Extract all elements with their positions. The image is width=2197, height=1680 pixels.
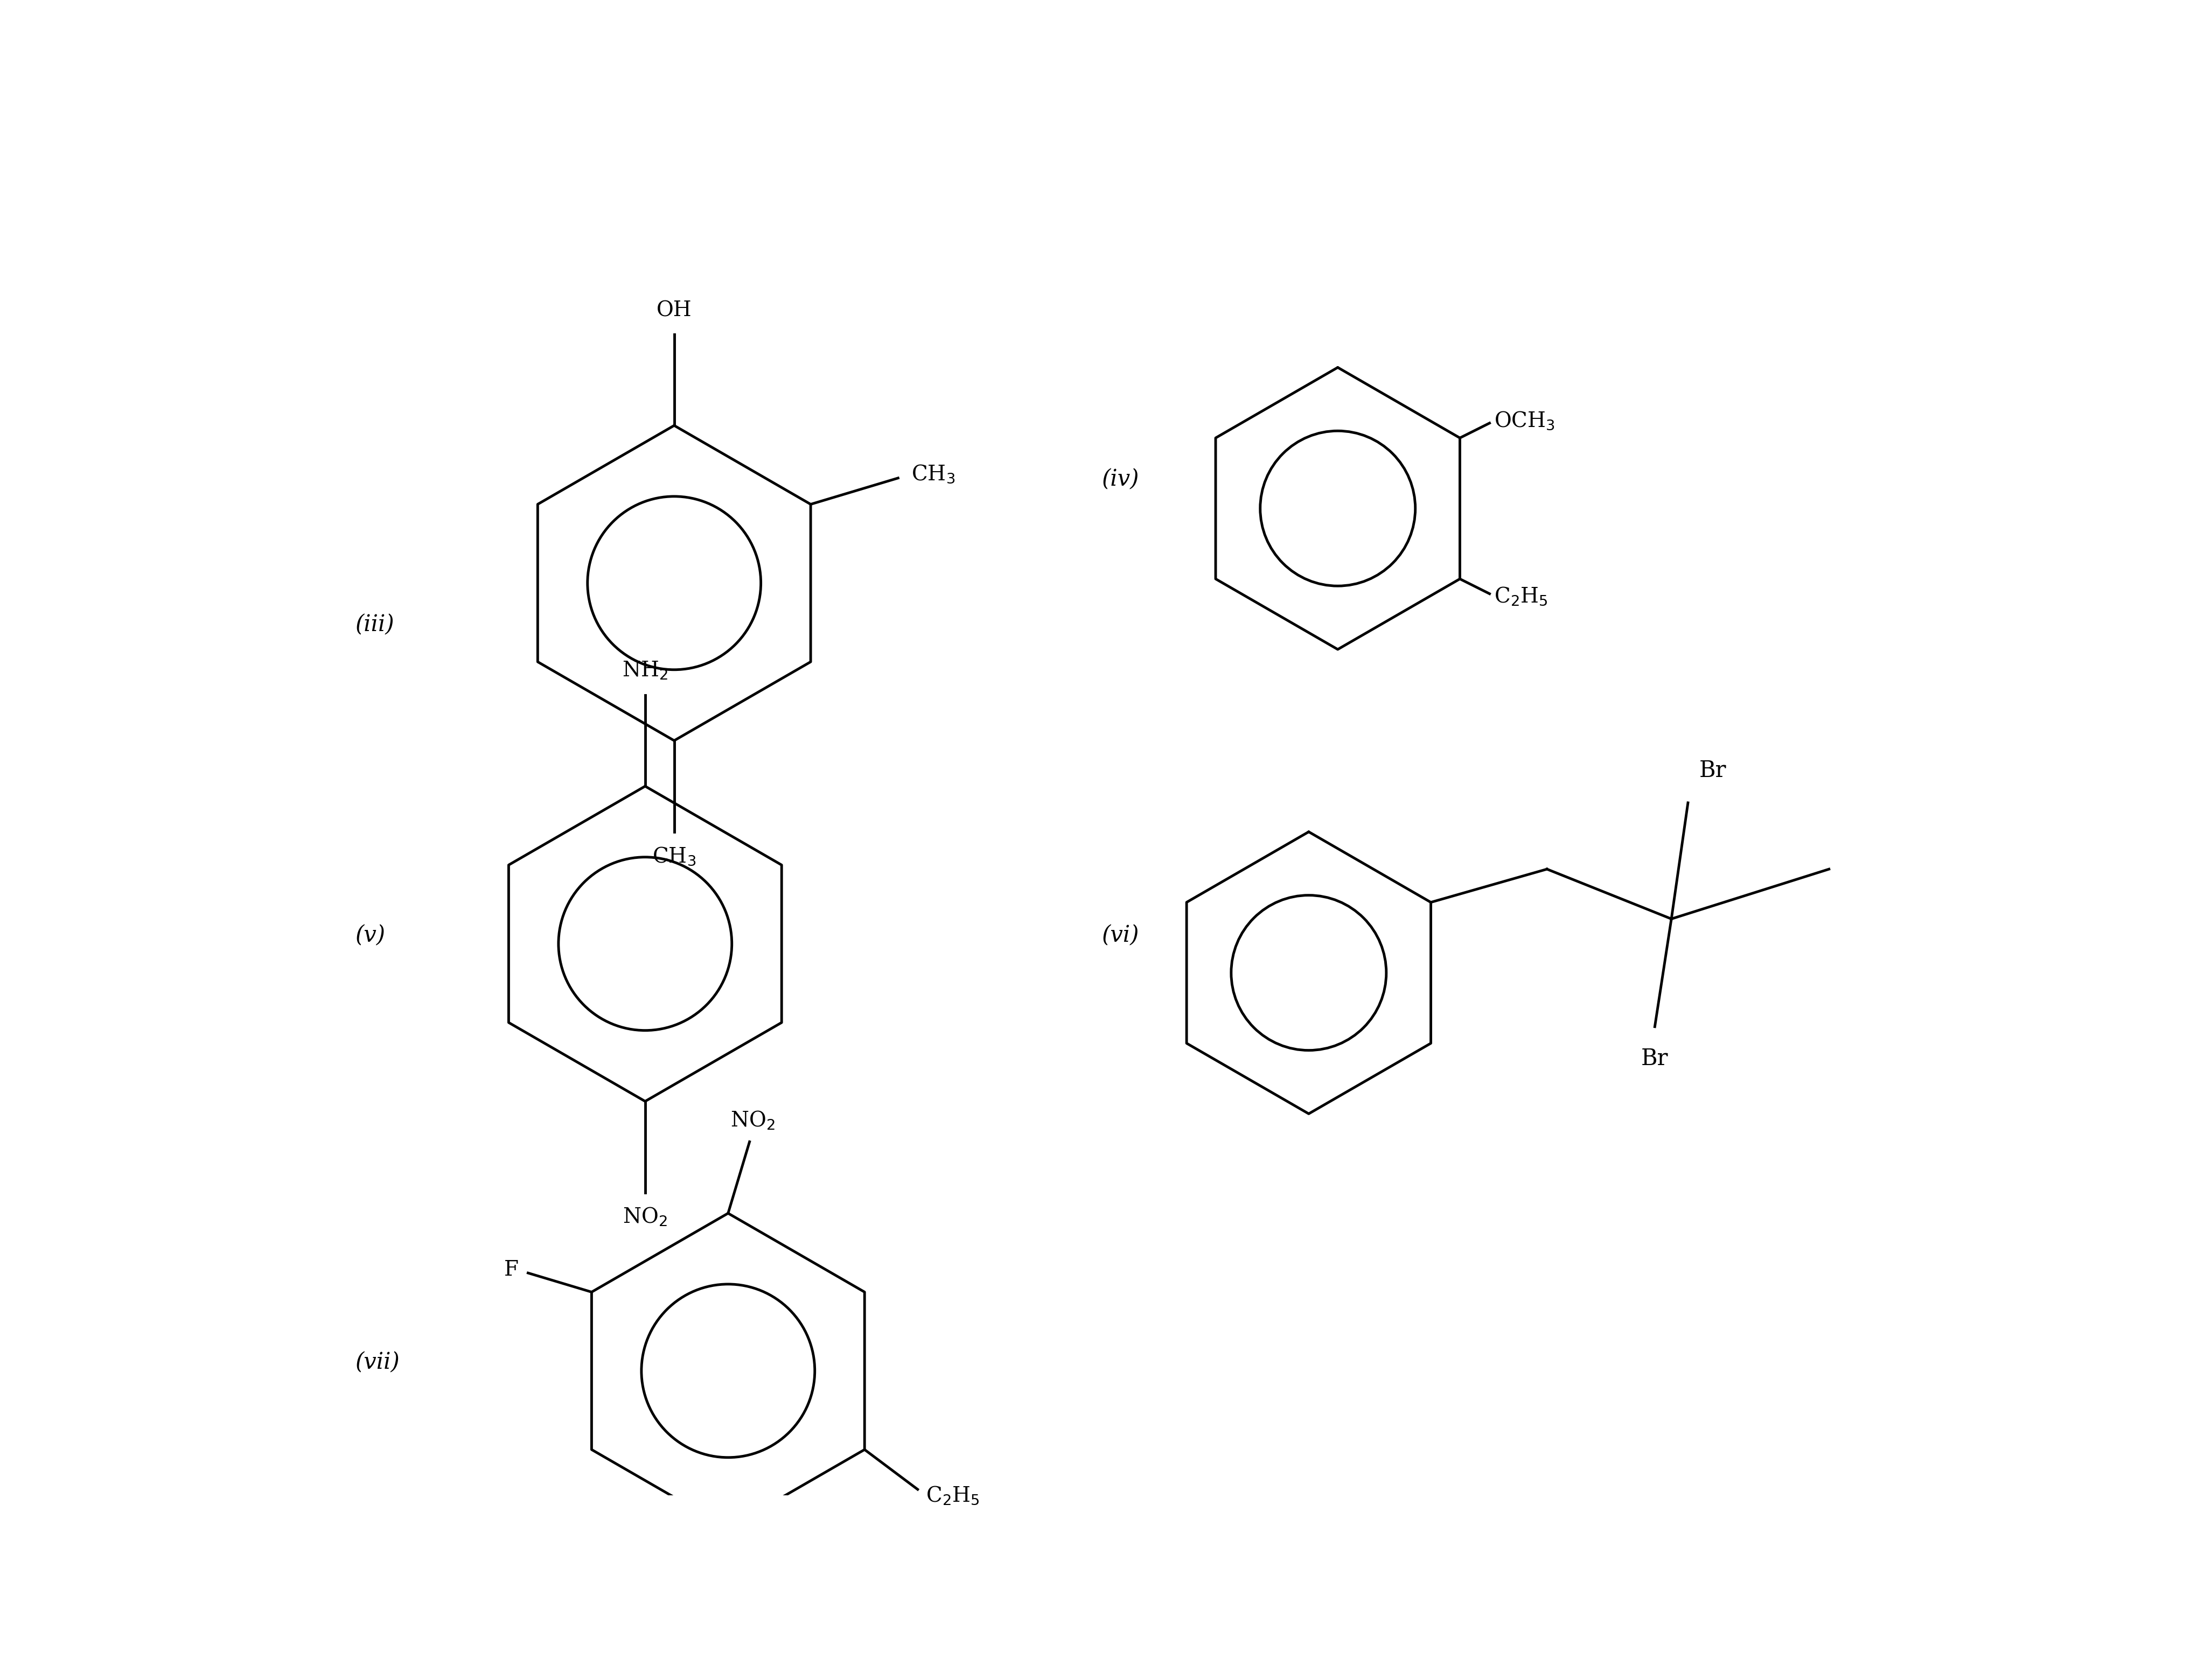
Text: CH$_3$: CH$_3$ (912, 464, 956, 486)
Text: NH$_2$: NH$_2$ (622, 660, 668, 682)
Text: Br: Br (1698, 759, 1727, 783)
Text: (vii): (vii) (354, 1351, 400, 1374)
Text: (iii): (iii) (354, 613, 393, 635)
Text: (vi): (vi) (1101, 924, 1138, 948)
Text: C$_2$H$_5$: C$_2$H$_5$ (925, 1485, 980, 1505)
Text: OH: OH (657, 301, 692, 321)
Text: NO$_2$: NO$_2$ (729, 1109, 776, 1131)
Text: C$_2$H$_5$: C$_2$H$_5$ (1494, 585, 1547, 606)
Text: Br: Br (1641, 1047, 1668, 1070)
Text: (v): (v) (354, 924, 384, 948)
Text: OCH$_3$: OCH$_3$ (1494, 410, 1555, 432)
Text: (iv): (iv) (1101, 469, 1138, 491)
Text: F: F (503, 1260, 518, 1280)
Text: CH$_3$: CH$_3$ (653, 845, 696, 867)
Text: NO$_2$: NO$_2$ (622, 1206, 668, 1228)
